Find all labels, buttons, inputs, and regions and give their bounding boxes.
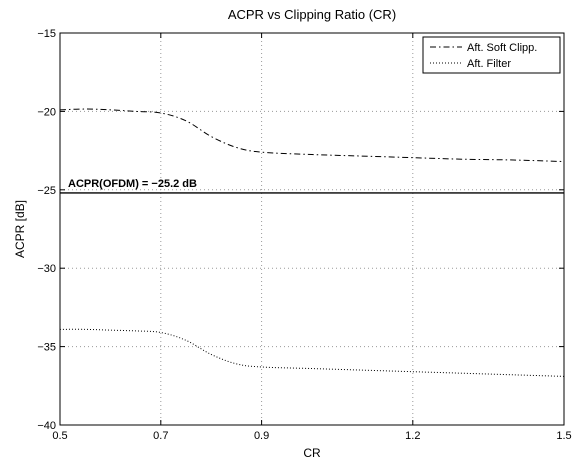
plot-area-frame: [59, 32, 565, 426]
x-tick-label: 0.9: [254, 430, 269, 442]
x-tick-label: 1.5: [556, 430, 571, 442]
y-tick-label: −25: [37, 185, 56, 197]
x-tick-label: 0.7: [153, 430, 168, 442]
legend-label-soft-clipp: Aft. Soft Clipp.: [467, 42, 537, 54]
y-tick-label: −20: [37, 106, 56, 118]
legend: Aft. Soft Clipp. Aft. Filter: [422, 36, 561, 74]
axis-ticks: 0.5 0.7 0.9 1.2 1.5 −40 −35 −30 −25 −20 −15: [37, 28, 571, 442]
y-tick-label: −40: [37, 420, 56, 432]
series-line-soft-clipp: [59, 108, 565, 163]
y-tick-label: −30: [37, 263, 56, 275]
y-tick-label: −35: [37, 342, 56, 354]
grid: [60, 33, 564, 425]
reference-line-label: ACPR(OFDM) = −25.2 dB: [68, 178, 197, 190]
x-tick-label: 1.2: [405, 430, 420, 442]
series-line-filter: [59, 328, 565, 377]
legend-label-filter: Aft. Filter: [467, 58, 511, 70]
y-tick-label: −15: [37, 28, 56, 40]
x-axis-label: CR: [303, 446, 321, 460]
x-tick-label: 0.5: [52, 430, 67, 442]
series-group: [59, 108, 565, 377]
chart-title: ACPR vs Clipping Ratio (CR): [228, 7, 396, 22]
legend-box: [422, 36, 561, 74]
y-axis-label: ACPR [dB]: [13, 200, 27, 258]
